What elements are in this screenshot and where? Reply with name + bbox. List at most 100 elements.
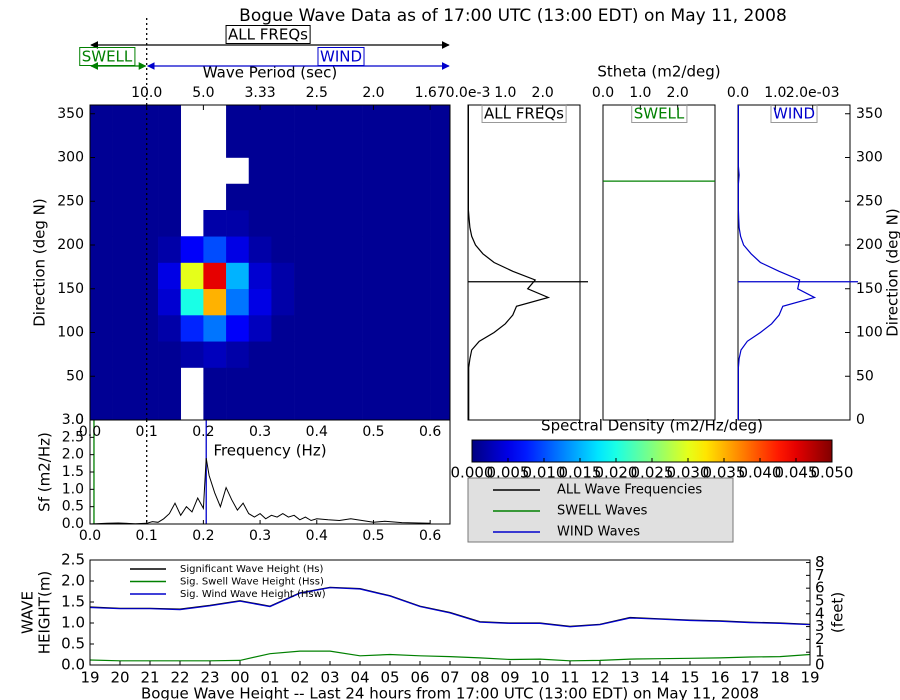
direction-spectrum [467, 105, 551, 420]
heatmap-cell [135, 367, 159, 395]
heatmap-cell [158, 183, 182, 211]
heatmap-cell [271, 210, 295, 237]
heatmap-cell [203, 210, 227, 237]
heatmap-cell [248, 105, 272, 132]
heatmap-cell [112, 393, 136, 421]
heatmap-cell [362, 157, 386, 185]
heatmap-cell [384, 157, 408, 185]
heatmap-cell [339, 315, 363, 342]
heatmap-cell [384, 183, 408, 211]
x-tick-label: 15 [680, 669, 699, 687]
legend-label: SWELL Waves [557, 504, 648, 519]
heatmap-cell [90, 367, 113, 395]
heatmap-cell [248, 393, 272, 421]
heatmap-cell [248, 262, 272, 290]
heatmap-cell [90, 341, 113, 368]
heatmap-cell [158, 262, 182, 290]
x-tick-label: 21 [140, 669, 159, 687]
x-tick-label-top: 0.0 [79, 424, 101, 440]
y2-tick-label: 7 [815, 566, 825, 584]
heatmap-cell [90, 262, 113, 290]
heatmap-cell [339, 210, 363, 237]
heatmap-cell [158, 367, 182, 395]
heatmap-cell [180, 288, 204, 316]
colorbar-tick-label: 0.000 [451, 464, 494, 482]
y-tick-label: 150 [57, 281, 84, 297]
heatmap-cell [294, 341, 318, 368]
legend-label: Sig. Swell Wave Height (Hss) [180, 577, 324, 588]
heatmap-cell [407, 315, 431, 342]
heatmap-cell [362, 341, 386, 368]
y2-tick-label: 3 [815, 617, 825, 635]
x-tick-label-top: 0.6 [419, 424, 441, 440]
heatmap-cell [271, 157, 295, 185]
heatmap-cell [339, 183, 363, 211]
heatmap-cell [271, 341, 295, 368]
heatmap-cell [407, 131, 431, 158]
y2-axis-label: (feet) [829, 592, 847, 633]
heatmap-cell [271, 262, 295, 290]
heatmap-cell [384, 210, 408, 237]
x-tick-label: 16 [710, 669, 729, 687]
heatmap-cell [90, 157, 113, 185]
heatmap-cell [316, 315, 340, 342]
heatmap-cell [407, 393, 431, 421]
y-tick-label: 1.5 [61, 593, 85, 611]
heatmap-cell [226, 288, 250, 316]
heatmap-cell [384, 393, 408, 421]
heatmap-cell [407, 262, 431, 290]
x-tick-label: 13 [620, 669, 639, 687]
x-tick-label: 23 [200, 669, 219, 687]
heatmap-cell [362, 105, 386, 132]
top-tick-label: 5.0 [192, 85, 214, 101]
heatmap-cell [112, 183, 136, 211]
heatmap-cell [248, 157, 272, 185]
heatmap-cell [316, 393, 340, 421]
heatmap-cell [226, 131, 250, 158]
y-tick-label: 50 [66, 368, 84, 384]
heatmap-cell [407, 288, 431, 316]
heatmap-cell [316, 105, 340, 132]
x-tick-label: 0.5 [362, 528, 384, 544]
y-tick-label: 300 [57, 150, 84, 166]
heatmap-cell [384, 288, 408, 316]
y-tick-label: 250 [856, 193, 883, 209]
heatmap-cell [294, 157, 318, 185]
x-tick-label: 04 [350, 669, 369, 687]
y2-tick-label: 5 [815, 591, 825, 609]
x-tick-label: 12 [590, 669, 609, 687]
heatmap-cell [158, 393, 182, 421]
x-tick-label-top: 0.5 [362, 424, 384, 440]
heatmap-cell [112, 315, 136, 342]
y-tick-label: 250 [57, 193, 84, 209]
range-label-box [225, 25, 311, 44]
heatmap-cell [203, 262, 227, 290]
panel-label: WIND [773, 105, 815, 123]
direction-spectrum [737, 105, 817, 420]
heatmap-cell [90, 393, 113, 421]
heatmap-cell [271, 105, 295, 132]
heatmap-cell [271, 236, 295, 263]
heatmap-cell [430, 315, 451, 342]
heatmap-cell [90, 105, 113, 132]
heatmap-cell [294, 393, 318, 421]
heatmap-cell [294, 131, 318, 158]
y-tick-label: 100 [856, 325, 883, 341]
heatmap-cell [158, 157, 182, 185]
x-tick-label: 0.3 [249, 528, 271, 544]
top-tick-label: 2.0 [532, 85, 554, 101]
heatmap-cell [294, 236, 318, 263]
x-tick-label: 11 [560, 669, 579, 687]
y2-tick-label: 4 [815, 604, 825, 622]
x-tick-label: 06 [410, 669, 429, 687]
heatmap-cell [90, 236, 113, 263]
x-tick-label: 17 [740, 669, 759, 687]
heatmap-cell [226, 183, 250, 211]
colorbar-label: Spectral Density (m2/Hz/deg) [541, 417, 763, 435]
heatmap-cell [430, 393, 451, 421]
heatmap-cell [248, 315, 272, 342]
top-tick-label: 2.0 [362, 85, 384, 101]
x-tick-label: 14 [650, 669, 669, 687]
heatmap-cell [226, 210, 250, 237]
